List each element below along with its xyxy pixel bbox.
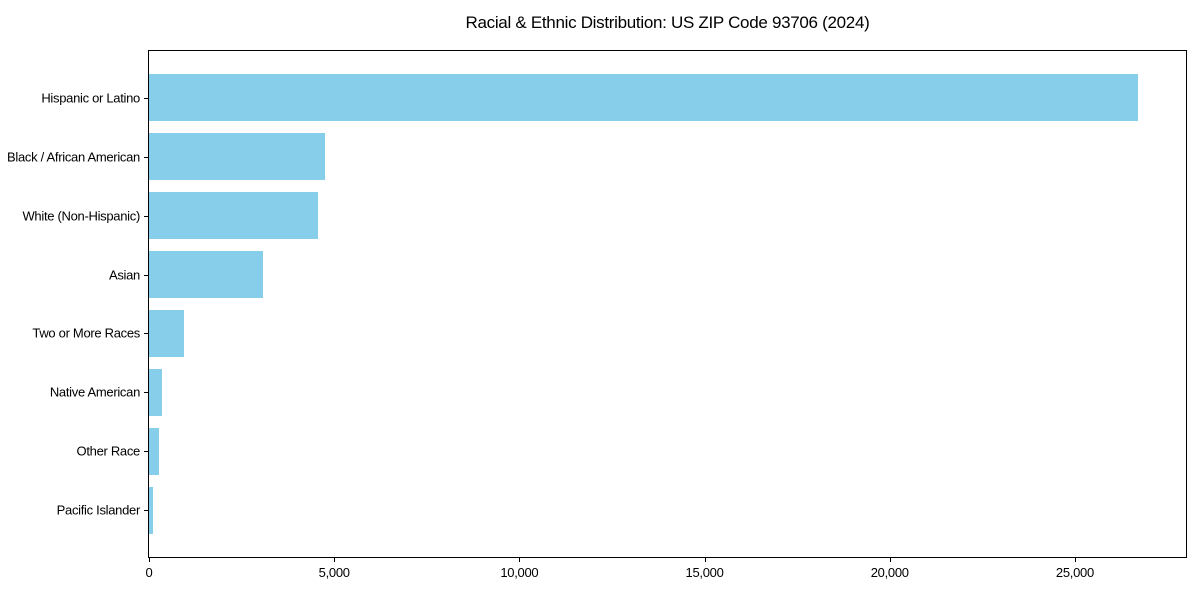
y-axis-tick [144,215,149,217]
y-axis-label-white-non-hispanic: White (Non-Hispanic) [22,208,140,224]
y-axis-label-other-race: Other Race [76,443,141,459]
x-axis-label-10-000: 10,000 [500,565,539,580]
x-axis-label-0: 0 [145,565,153,580]
x-axis-tick [704,557,706,562]
x-axis-label-15-000: 15,000 [685,565,724,580]
y-axis-label-pacific-islander: Pacific Islander [56,502,141,518]
y-axis-tick [144,156,149,158]
x-axis-label-20-000: 20,000 [870,565,909,580]
y-axis-tick [144,333,149,335]
x-axis-tick [1074,557,1076,562]
y-axis-label-black-african-american: Black / African American [7,149,140,165]
bar-hispanic-or-latino [149,74,1138,122]
x-axis-tick [149,557,150,562]
bar-asian [149,250,263,299]
chart-title: Racial & Ethnic Distribution: US ZIP Cod… [465,13,870,32]
bar-native-american [149,368,162,417]
bar-white-non-hispanic [149,191,319,240]
bar-other-race [149,427,159,476]
y-axis-tick [144,510,149,512]
y-axis-tick [144,392,149,394]
x-axis-tick [334,557,336,562]
x-axis-label-25-000: 25,000 [1055,565,1094,580]
y-axis-tick [144,451,149,453]
x-axis-tick [889,557,891,562]
bar-black-african-american [149,132,325,181]
y-axis-label-asian: Asian [108,267,140,282]
y-axis-label-hispanic-or-latino: Hispanic or Latino [41,90,140,106]
bar-pacific-islander [149,486,154,534]
y-axis-label-native-american: Native American [49,384,140,400]
y-axis-label-two-or-more-races: Two or More Races [32,325,140,341]
plot-area: Hispanic or Latino Black / African Americ… [7,50,1187,580]
y-axis-tick [144,274,149,276]
x-axis-label-5-000: 5,000 [318,565,350,580]
y-axis-tick [144,97,149,99]
bar-two-or-more-races [149,309,185,358]
x-axis-tick [519,557,521,562]
